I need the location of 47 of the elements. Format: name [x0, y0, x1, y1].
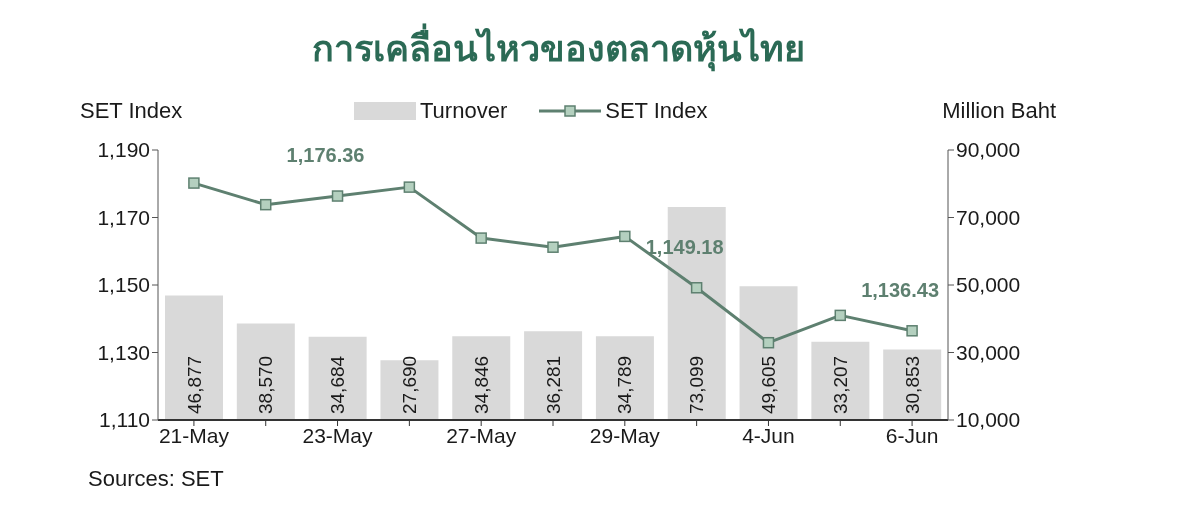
y2-tick-label: 90,000 — [956, 138, 1021, 162]
x-tick-label: 29-May — [589, 423, 661, 447]
x-tick-label: 6-Jun — [885, 423, 939, 447]
legend-label: Turnover — [420, 98, 508, 124]
data-label: 46,877 — [183, 355, 205, 414]
data-label: 30,853 — [901, 355, 923, 414]
chart-title: การเคลื่อนไหวของตลาดหุ้นไทย — [310, 22, 806, 74]
data-label: 38,570 — [255, 355, 277, 414]
y-tick-label: 1,150 — [97, 273, 150, 297]
x-tick-label: 4-Jun — [742, 423, 795, 447]
y2-tick-label: 30,000 — [956, 340, 1021, 364]
legend-label: SET Index — [605, 98, 708, 124]
data-label: 49,605 — [758, 355, 780, 414]
x-tick-label: 27-May — [446, 423, 517, 447]
point — [619, 230, 631, 243]
y2-axis-title: Million Baht — [942, 98, 1056, 124]
data-label: 73,099 — [686, 355, 708, 414]
data-label: 1,136.43 — [861, 278, 940, 301]
point — [259, 198, 272, 211]
data-label: 34,789 — [614, 355, 636, 414]
source-note: Sources: SET — [88, 466, 224, 492]
point — [403, 181, 416, 193]
y-axis-title: SET Index — [80, 98, 183, 124]
point — [331, 190, 344, 202]
point — [906, 325, 918, 337]
point — [834, 309, 847, 322]
point — [547, 241, 559, 253]
y2-tick-label: 70,000 — [956, 205, 1021, 229]
data-label: 1,176.36 — [286, 144, 365, 167]
point — [690, 282, 703, 294]
data-label: 34,846 — [470, 355, 492, 414]
x-tick-label: 23-May — [302, 423, 374, 447]
point — [475, 232, 487, 244]
point — [188, 177, 200, 189]
x-tick-label: 21-May — [158, 423, 230, 447]
data-label: 33,207 — [829, 355, 851, 414]
y2-tick-label: 10,000 — [956, 408, 1021, 432]
point — [762, 336, 775, 349]
data-label: 1,149.18 — [645, 235, 724, 258]
y-tick-label: 1,130 — [97, 340, 150, 364]
y-tick-label: 1,110 — [99, 408, 150, 432]
data-label: 27,690 — [398, 355, 420, 414]
data-label: 36,281 — [542, 355, 564, 414]
data-label: 34,684 — [327, 355, 349, 414]
y2-tick-label: 50,000 — [956, 273, 1021, 297]
y-tick-label: 1,170 — [97, 205, 150, 229]
y-tick-label: 1,190 — [97, 138, 150, 162]
